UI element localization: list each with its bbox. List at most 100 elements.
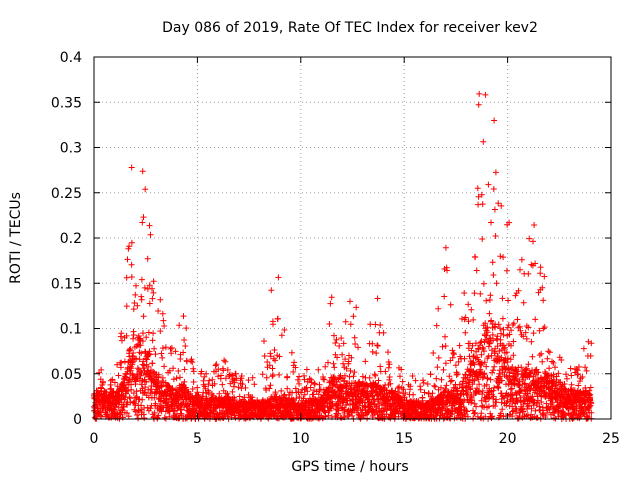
data-point [195,415,202,422]
data-point [222,375,229,382]
data-point [272,357,279,364]
data-point [128,164,135,171]
data-point [485,181,492,188]
data-point [118,407,125,414]
data-point [170,376,177,383]
data-point [529,353,536,360]
data-point [430,350,437,356]
data-point [536,352,543,359]
data-point [316,381,323,388]
data-point [537,264,544,271]
data-point [433,322,440,329]
data-point [183,325,190,332]
data-point [492,169,499,176]
data-point [528,338,535,345]
data-point [138,381,145,388]
data-point [491,117,498,124]
data-point [99,378,106,385]
data-point [188,393,195,400]
data-point [537,270,544,277]
data-point [499,295,506,302]
data-point [352,341,359,347]
data-point [308,379,315,386]
data-point [461,290,468,296]
x-tick-label: 0 [90,431,99,447]
data-point [205,381,212,388]
data-point [180,349,187,356]
data-point [261,338,267,345]
data-point [442,333,448,340]
data-point [152,400,159,407]
data-point [447,301,454,308]
data-point [125,413,132,420]
data-point [245,377,252,384]
data-point [144,404,151,411]
data-point [126,347,133,353]
data-point [266,385,273,392]
data-point [249,374,256,381]
data-point [483,363,490,370]
data-point [218,372,224,379]
data-point [293,395,300,402]
data-point [267,353,274,360]
data-point [588,340,595,347]
data-point [351,334,358,341]
data-point [136,356,143,363]
data-point [222,358,229,365]
data-point [490,272,497,278]
data-point [211,380,218,387]
y-tick-label: 0.3 [60,141,82,157]
data-point [139,338,146,345]
data-point [259,371,266,378]
data-point [119,337,125,344]
data-point [123,303,130,310]
data-point [355,344,361,351]
data-point [580,345,587,352]
data-point [471,410,478,417]
data-point [271,347,278,353]
data-point [190,368,197,375]
data-point [490,186,497,192]
data-point [137,372,144,379]
data-point [291,359,298,366]
data-point [374,342,381,349]
data-point [205,389,212,396]
data-point [190,365,197,372]
data-point [488,317,495,324]
data-point [442,244,449,251]
data-point [162,344,169,351]
data-point [111,379,118,386]
data-point [435,354,442,361]
data-point [159,354,166,361]
data-point [161,323,168,329]
data-point [219,381,226,388]
data-point [236,393,243,400]
data-point [340,360,347,367]
data-point [107,377,114,384]
data-point [331,364,338,371]
data-point [186,403,193,410]
data-point [189,359,196,366]
data-point [150,368,156,375]
data-point [123,274,130,281]
data-point [269,373,276,380]
data-point [369,348,376,355]
data-point [340,340,347,347]
data-point [263,374,270,381]
data-point [585,338,592,345]
data-point [417,383,424,390]
x-tick-label: 15 [395,431,413,447]
data-point [342,318,349,325]
data-point [375,377,382,384]
data-point [353,304,360,311]
data-point [329,400,336,407]
data-point [587,384,594,391]
data-point [472,254,479,261]
data-point [441,293,448,300]
data-point [332,340,339,346]
y-tick-label: 0.1 [60,322,82,338]
data-point [377,363,384,370]
data-point [350,313,357,320]
data-point [175,368,182,374]
